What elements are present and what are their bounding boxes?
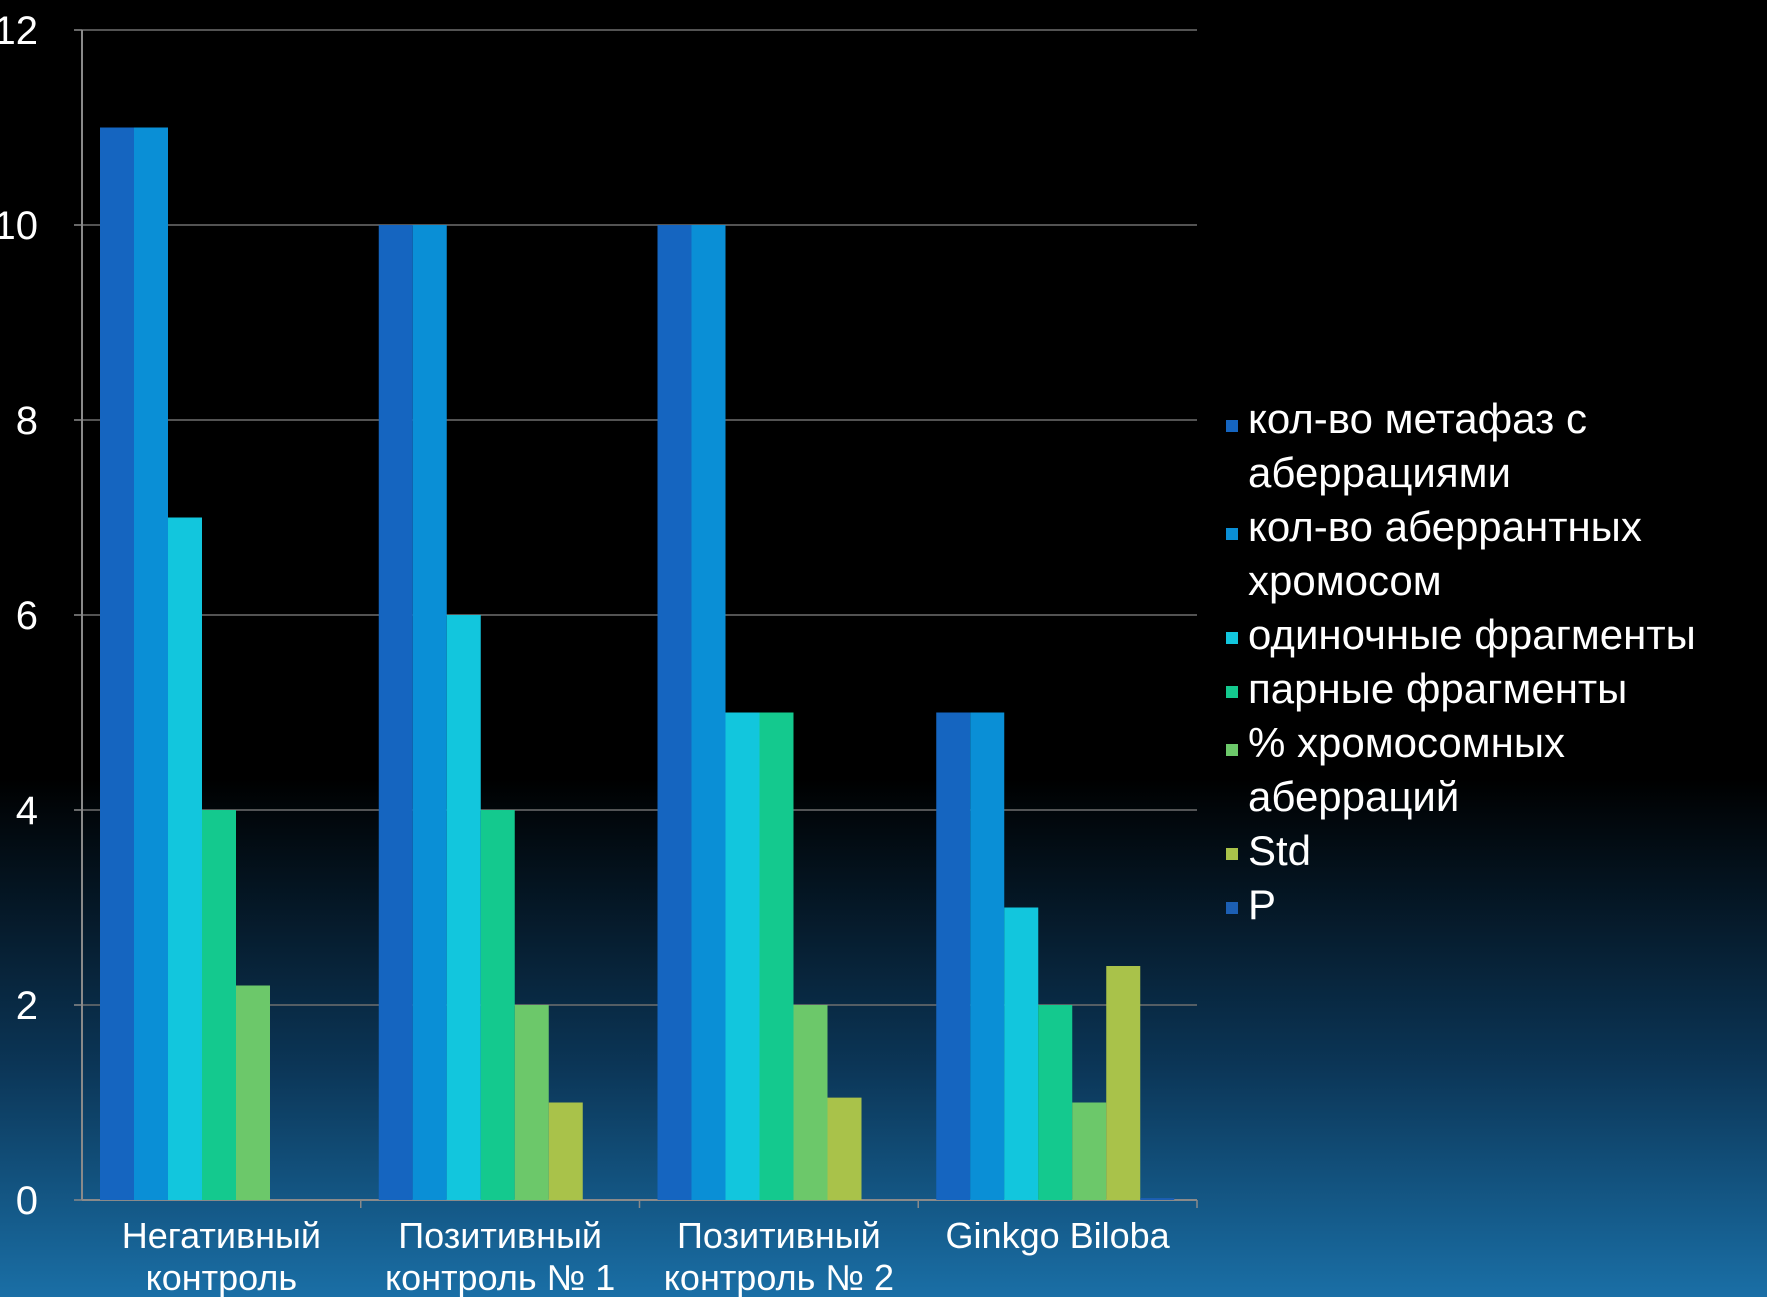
legend-item: одиночные фрагменты [1222, 608, 1762, 662]
legend: кол-во метафаз с аберрациями кол-во аберра… [1222, 392, 1762, 932]
legend-label: кол-во аберрантных [1248, 503, 1642, 550]
bar-6-3 [1140, 1198, 1175, 1200]
bar-0-0 [100, 127, 134, 1200]
legend-swatch [1226, 744, 1238, 756]
y-tick-label: 8 [16, 399, 38, 443]
legend-label: аберраций [1248, 773, 1460, 820]
bar-1-3 [970, 712, 1005, 1200]
bar-3-1 [480, 810, 515, 1200]
legend-item: парные фрагменты [1222, 662, 1762, 716]
bar-3-0 [202, 810, 236, 1200]
bar-1-1 [412, 225, 447, 1200]
bar-2-1 [446, 615, 481, 1200]
bar-5-2 [827, 1097, 862, 1200]
x-category-label: контроль [146, 1257, 298, 1297]
bar-4-2 [793, 1005, 828, 1200]
bar-5-3 [1106, 966, 1141, 1200]
legend-label: хромосом [1248, 557, 1442, 604]
y-tick-label: 2 [16, 984, 38, 1028]
bar-3-2 [759, 712, 794, 1200]
legend-label: одиночные фрагменты [1248, 611, 1696, 658]
y-tick-label: 12 [0, 9, 38, 53]
legend-swatch [1226, 420, 1238, 432]
bar-2-3 [1004, 907, 1039, 1200]
legend-swatch [1226, 686, 1238, 698]
bar-4-3 [1072, 1102, 1107, 1200]
y-tick-label: 10 [0, 204, 38, 248]
x-category-label: Позитивный [398, 1215, 602, 1256]
legend-label: P [1248, 881, 1277, 928]
x-category-label: Негативный [122, 1215, 321, 1256]
bar-1-2 [691, 225, 726, 1200]
legend-item: % хромосомных аберраций [1222, 716, 1762, 824]
x-category-label: контроль № 2 [664, 1257, 894, 1297]
legend-swatch [1226, 632, 1238, 644]
bar-2-2 [725, 712, 760, 1200]
y-tick-label: 4 [16, 789, 38, 833]
legend-swatch [1226, 848, 1238, 860]
legend-item: кол-во метафаз с аберрациями [1222, 392, 1762, 500]
bar-0-3 [936, 712, 971, 1200]
legend-swatch [1226, 902, 1238, 914]
bar-2-0 [168, 517, 202, 1200]
x-category-label: контроль № 1 [385, 1257, 615, 1297]
bar-4-0 [236, 985, 270, 1200]
y-tick-label: 0 [16, 1179, 38, 1223]
bar-0-2 [657, 225, 692, 1200]
legend-item: кол-во аберрантных хромосом [1222, 500, 1762, 608]
legend-label: аберрациями [1248, 449, 1511, 496]
bar-0-1 [378, 225, 413, 1200]
legend-label: парные фрагменты [1248, 665, 1628, 712]
x-category-label: Позитивный [677, 1215, 881, 1256]
bar-5-1 [548, 1102, 583, 1200]
legend-swatch [1226, 528, 1238, 540]
legend-item: Std [1222, 824, 1762, 878]
bar-3-3 [1038, 1005, 1073, 1200]
legend-label: Std [1248, 827, 1312, 874]
x-category-label: Ginkgo Biloba [946, 1215, 1171, 1256]
legend-label: % хромосомных [1248, 719, 1566, 766]
bar-1-0 [134, 127, 168, 1200]
legend-label: кол-во метафаз с [1248, 395, 1587, 442]
y-tick-label: 6 [16, 594, 38, 638]
legend-item: P [1222, 878, 1762, 932]
bar-4-1 [514, 1005, 549, 1200]
